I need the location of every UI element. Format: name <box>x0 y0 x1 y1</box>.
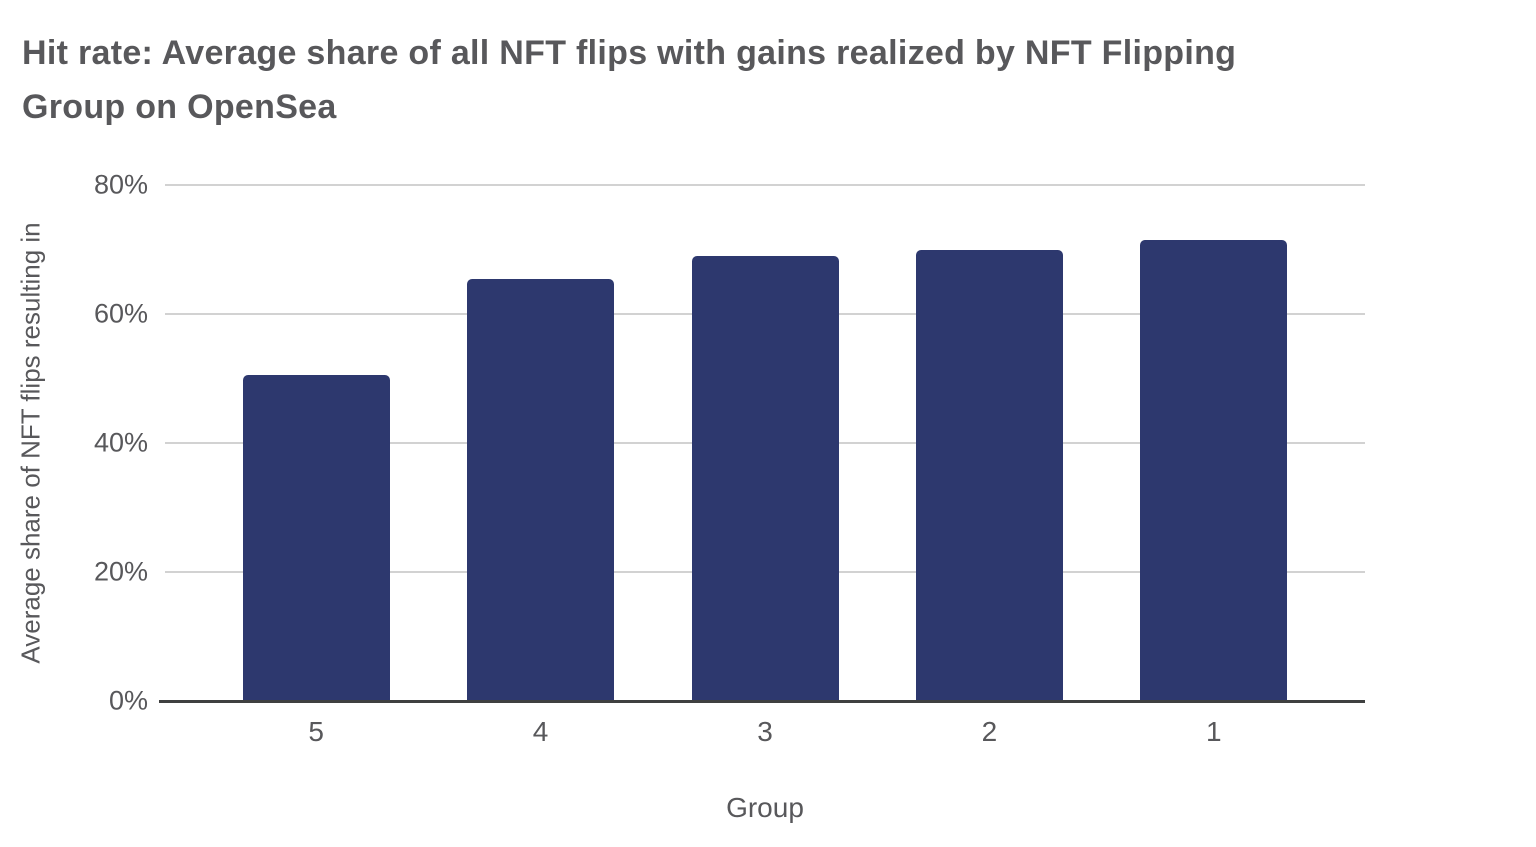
x-tick-label: 5 <box>308 716 324 747</box>
x-tick-label: 1 <box>1206 716 1222 747</box>
x-axis-title: Group <box>726 792 804 823</box>
gridline <box>165 184 1365 186</box>
x-tick-label: 2 <box>981 716 998 747</box>
bar-group-1 <box>1140 239 1288 701</box>
y-tick-label: 20% <box>93 556 148 587</box>
plot-area <box>159 184 1365 703</box>
x-tick-label: 3 <box>757 716 773 747</box>
x-axis-ticks: 5 4 3 2 1 <box>165 716 1365 758</box>
bar-group-4 <box>467 278 615 701</box>
x-axis-line <box>159 699 1365 703</box>
y-tick-label: 40% <box>93 427 148 458</box>
bar-group-5 <box>242 375 390 701</box>
y-axis-ticks: 0% 20% 40% 60% 80% <box>0 0 148 847</box>
y-tick-label: 60% <box>93 298 148 329</box>
y-tick-label: 80% <box>93 169 148 200</box>
y-tick-label: 0% <box>108 685 148 716</box>
bar-group-3 <box>691 255 839 701</box>
chart-title: Hit rate: Average share of all NFT flips… <box>22 34 1237 127</box>
bar-group-2 <box>915 249 1063 701</box>
x-tick-label: 4 <box>532 716 549 747</box>
